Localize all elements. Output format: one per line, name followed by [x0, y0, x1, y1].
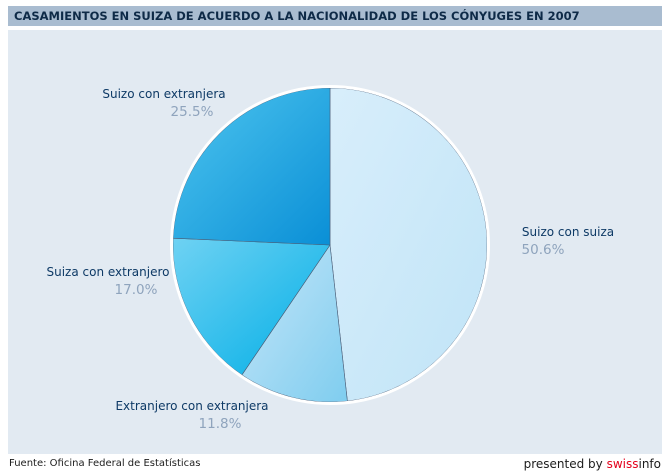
pie-slice-3: [172, 237, 331, 376]
pie-labels: Suizo con suiza 50.6% Extranjero con extra…: [47, 87, 615, 432]
pie-outline: [170, 85, 490, 405]
brand-info: info: [638, 457, 661, 471]
source-note: Fuente: Oficina Federal de Estatísticas: [9, 458, 201, 469]
slice-value-2: 11.8%: [199, 416, 242, 432]
slice-label-3: Suiza con extranjero: [47, 265, 170, 279]
slice-label-4: Suizo con extranjera: [102, 87, 225, 101]
slice-value-1: 50.6%: [522, 242, 565, 258]
slice-label-1: Suizo con suiza: [522, 225, 614, 239]
brand-swiss: swiss: [606, 457, 639, 471]
chart-title: CASAMIENTOS EN SUIZA DE ACUERDO A LA NAC…: [8, 6, 662, 26]
slice-value-3: 17.0%: [115, 282, 158, 298]
pie-slice-2: [241, 244, 348, 403]
pie-slices: [170, 85, 490, 405]
presented-by-text: presented by: [523, 457, 607, 471]
pie-slice-1: [329, 87, 488, 402]
slice-value-4: 25.5%: [171, 104, 214, 120]
brand-credit[interactable]: presented by swissinfo: [524, 457, 661, 471]
slice-label-2: Extranjero con extranjera: [115, 399, 268, 413]
pie-slice-4: [172, 87, 331, 246]
